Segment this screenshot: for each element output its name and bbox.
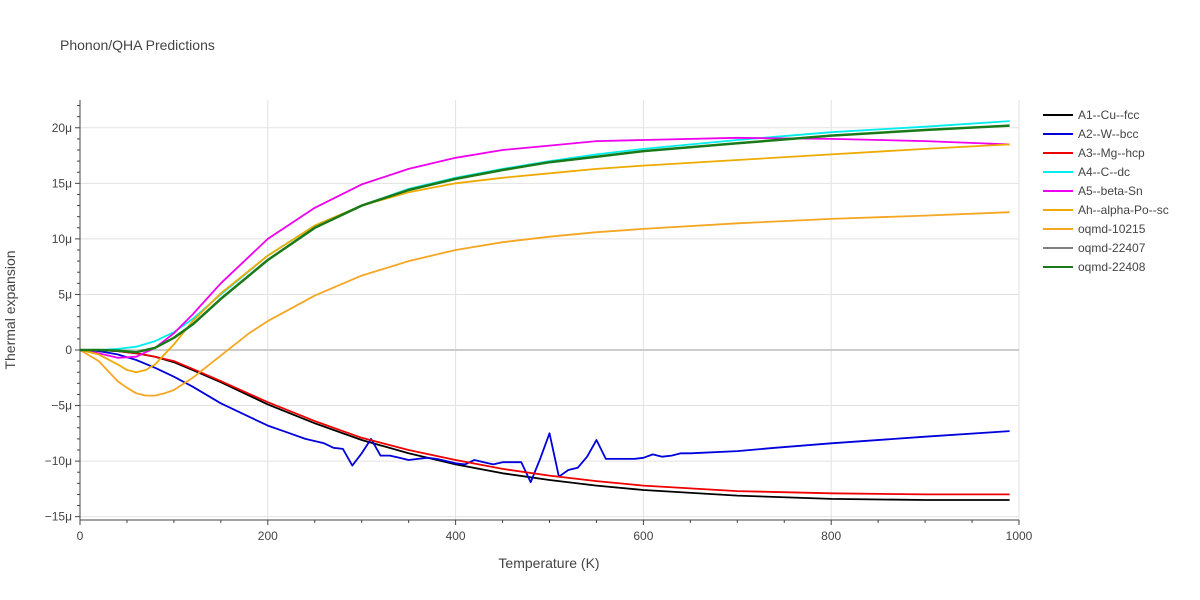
x-tick-label: 200: [258, 529, 278, 543]
y-tick-label: 5μ: [58, 287, 72, 301]
y-tick-label: 20μ: [52, 121, 72, 135]
y-tick-label: −15μ: [45, 510, 72, 524]
y-tick-label: 10μ: [52, 232, 72, 246]
grid: [80, 100, 1020, 520]
series-line-A2--W--bcc: [79, 349, 1010, 484]
x-ticks: 0 200 400 600 800 1000: [77, 520, 1033, 543]
y-tick-label: −10μ: [45, 454, 72, 468]
chart-title: Phonon/QHA Predictions: [60, 37, 215, 53]
y-ticks: −15μ −10μ −5μ 0 5μ 10μ 15μ 20μ: [45, 105, 80, 524]
x-tick-label: 600: [633, 529, 653, 543]
y-tick-label: 0: [65, 343, 72, 357]
series-line-A5--beta-Sn: [79, 136, 1010, 359]
series-line-A4--C--dc: [80, 120, 1010, 351]
series-line-A3--Mg--hcp: [80, 349, 1010, 496]
legend-label: A3--Mg--hcp: [1078, 146, 1145, 160]
legend-label: oqmd-22407: [1078, 241, 1146, 255]
legend: A1--Cu--fcc A2--W--bcc A3--Mg--hcp A4--C--d…: [1043, 108, 1169, 274]
y-axis-label: Thermal expansion: [2, 250, 18, 369]
legend-label: A2--W--bcc: [1078, 127, 1138, 141]
legend-label: oqmd-10215: [1078, 222, 1146, 236]
series-line-A1--Cu--fcc: [80, 349, 1010, 501]
x-axis-label: Temperature (K): [498, 555, 599, 571]
x-tick-label: 0: [77, 529, 84, 543]
legend-label: oqmd-22408: [1078, 260, 1146, 274]
y-tick-label: −5μ: [51, 399, 72, 413]
x-tick-label: 1000: [1006, 529, 1033, 543]
series-line-oqmd-10215: [79, 211, 1010, 397]
legend-label: A5--beta-Sn: [1078, 184, 1143, 198]
series-layer: [79, 120, 1010, 501]
series-line-oqmd-22408: [80, 124, 1010, 354]
legend-label: Ah--alpha-Po--sc: [1078, 203, 1169, 217]
series-line-Ah--alpha-Po--sc: [79, 143, 1010, 374]
y-tick-label: 15μ: [52, 176, 72, 190]
x-tick-label: 800: [821, 529, 841, 543]
legend-label: A1--Cu--fcc: [1078, 108, 1139, 122]
legend-label: A4--C--dc: [1078, 165, 1130, 179]
x-tick-label: 400: [446, 529, 466, 543]
